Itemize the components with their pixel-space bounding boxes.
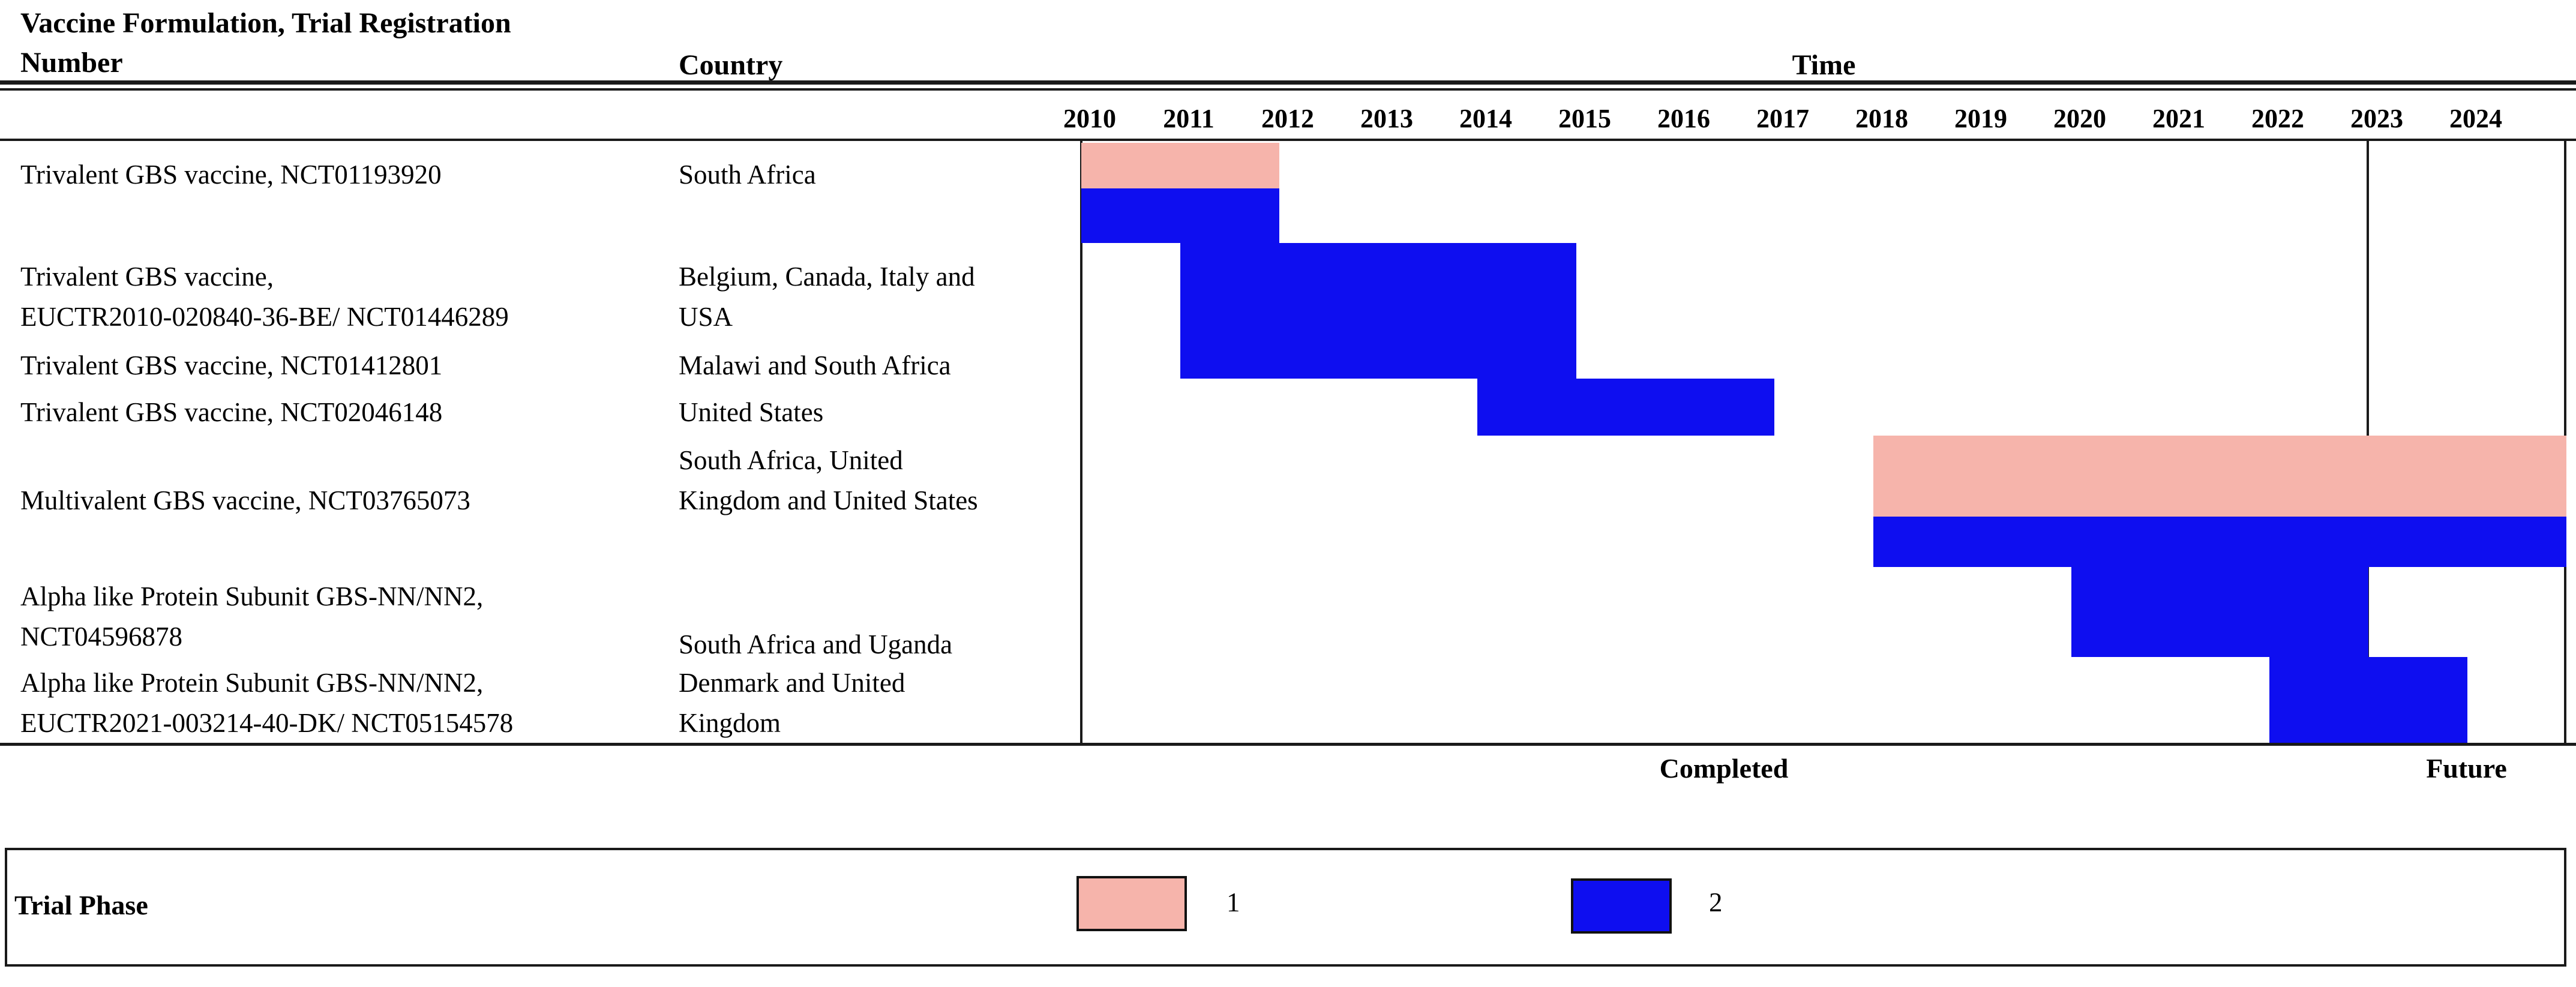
year-tick-label: 2016 bbox=[1657, 104, 1710, 133]
legend-label-phase1: 1 bbox=[1226, 887, 1240, 917]
year-tick-label: 2014 bbox=[1459, 104, 1512, 133]
year-tick-label: 2017 bbox=[1756, 104, 1809, 133]
year-tick-label: 2012 bbox=[1261, 104, 1314, 133]
table-header-vaccine-formulation: Vaccine Formulation, Trial Registration … bbox=[20, 7, 511, 79]
legend-label-phase2: 2 bbox=[1709, 887, 1723, 917]
year-tick-label: 2019 bbox=[1954, 104, 2007, 133]
year-tick-label: 2018 bbox=[1855, 104, 1908, 133]
legend-swatch-phase1 bbox=[1076, 876, 1187, 931]
trial-label: Trivalent GBS vaccine, NCT01193920 bbox=[20, 160, 442, 190]
gantt-bar-phase2 bbox=[1477, 379, 1774, 436]
trial-country: South Africa bbox=[679, 160, 816, 190]
year-tick-label: 2020 bbox=[2053, 104, 2106, 133]
year-tick-label: 2015 bbox=[1558, 104, 1611, 133]
gantt-bar-phase1 bbox=[1873, 436, 2566, 517]
completed-section-label: Completed bbox=[1659, 753, 1789, 784]
trial-label: Alpha like Protein Subunit GBS-NN/NN2, N… bbox=[20, 581, 484, 652]
year-tick-label: 2011 bbox=[1163, 104, 1214, 133]
trial-country: United States bbox=[679, 397, 824, 427]
table-header-country: Country bbox=[679, 49, 783, 81]
year-tick-label: 2023 bbox=[2350, 104, 2403, 133]
trial-label: Trivalent GBS vaccine, EUCTR2010-020840-… bbox=[20, 262, 509, 332]
year-tick-label: 2010 bbox=[1063, 104, 1116, 133]
trial-label: Alpha like Protein Subunit GBS-NN/NN2, E… bbox=[20, 668, 514, 738]
trial-country: South Africa, United Kingdom and United … bbox=[679, 445, 978, 515]
legend-title: Trial Phase bbox=[14, 890, 148, 920]
chart-left-border bbox=[1080, 141, 1082, 745]
future-section-label: Future bbox=[2426, 753, 2507, 784]
gantt-bar-phase1 bbox=[1081, 143, 1279, 188]
year-tick-label: 2013 bbox=[1360, 104, 1413, 133]
double-rule-top bbox=[0, 80, 2576, 85]
gantt-bar-phase2 bbox=[1081, 188, 1279, 243]
year-tick-label: 2022 bbox=[2251, 104, 2304, 133]
gantt-bar-phase2 bbox=[1180, 311, 1576, 379]
legend-box bbox=[5, 848, 2566, 967]
trial-country: Belgium, Canada, Italy and USA bbox=[679, 262, 975, 332]
double-rule-bottom bbox=[0, 88, 2576, 91]
trial-label: Trivalent GBS vaccine, NCT02046148 bbox=[20, 397, 443, 427]
trial-country: Malawi and South Africa bbox=[679, 350, 951, 380]
gantt-bar-phase2 bbox=[1873, 517, 2566, 567]
year-tick-label: 2024 bbox=[2449, 104, 2502, 133]
table-header-time: Time bbox=[1792, 49, 1856, 81]
trial-country: Denmark and United Kingdom bbox=[679, 668, 905, 738]
rule-chart-bottom bbox=[0, 743, 2576, 746]
rule-under-years bbox=[0, 139, 2576, 141]
year-tick-label: 2021 bbox=[2152, 104, 2205, 133]
gantt-bar-phase2 bbox=[1180, 243, 1576, 311]
trial-label: Trivalent GBS vaccine, NCT01412801 bbox=[20, 350, 443, 380]
trial-label: Multivalent GBS vaccine, NCT03765073 bbox=[20, 485, 470, 515]
gantt-bar-phase2 bbox=[2269, 657, 2467, 743]
legend-swatch-phase2 bbox=[1571, 878, 1672, 934]
trial-country: South Africa and Uganda bbox=[679, 629, 953, 659]
gantt-bar-phase2 bbox=[2071, 567, 2368, 657]
